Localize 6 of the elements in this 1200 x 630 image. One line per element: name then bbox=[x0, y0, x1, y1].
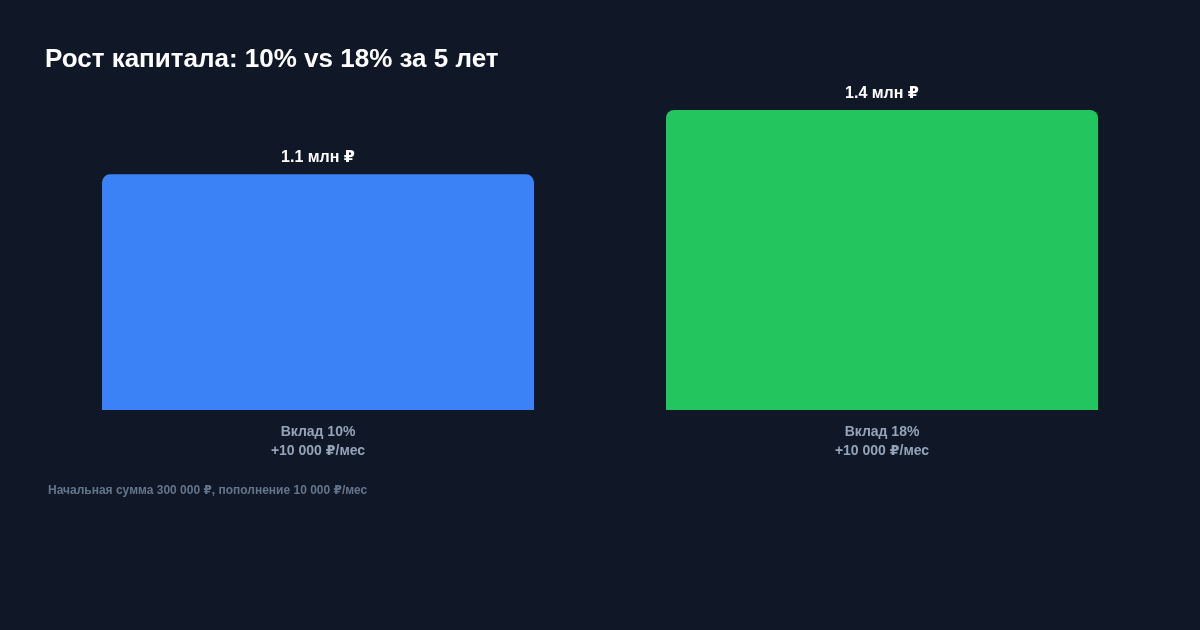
x-tick-label: Вклад 18% +10 000 ₽/мес bbox=[834, 422, 930, 458]
data-label: 1.1 млн ₽ bbox=[281, 147, 355, 165]
chart-title: Рост капитала: 10% vs 18% за 5 лет bbox=[45, 43, 499, 73]
data-label: 1.4 млн ₽ bbox=[845, 83, 919, 101]
x-tick-label: Вклад 10% +10 000 ₽/мес bbox=[270, 422, 366, 458]
text: Начальная сумма 300 000 ₽, пополнение 10 000 ₽/мес bbox=[48, 483, 368, 497]
